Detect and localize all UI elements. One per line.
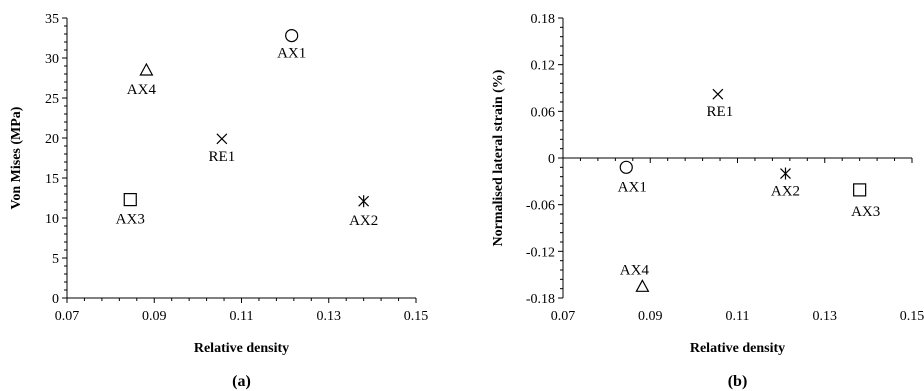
point-ax3: AX3	[116, 193, 145, 228]
panel-a-x-tick-label: 0.07	[55, 309, 80, 324]
panel-a-y-tick-label: 15	[45, 172, 59, 187]
panel-a-y-tick-label: 20	[45, 132, 59, 147]
panel-b-x-tick-label: 0.11	[726, 309, 750, 324]
panel-a-x-tick-label: 0.09	[142, 309, 167, 324]
panel-b-x-tick-label: 0.13	[813, 309, 838, 324]
point-ax3: AX3	[851, 183, 880, 220]
panel-b-x-axis-title: Relative density	[690, 341, 785, 356]
panel-b-x-tick-label: 0.09	[638, 309, 663, 324]
panel-b-y-tick-label: -0.06	[526, 199, 555, 214]
point-re1: RE1	[707, 88, 734, 120]
point-ax1-circle-marker	[619, 160, 633, 174]
panel-a-x-tick-label: 0.11	[230, 309, 254, 324]
point-ax3-square-marker	[123, 193, 137, 207]
point-ax3-label: AX3	[116, 212, 145, 228]
point-ax4-triangle-marker	[635, 279, 650, 292]
panel-a-y-tick-label: 10	[45, 212, 59, 227]
panel-a-y-tick-label: 25	[45, 92, 59, 107]
panel-b-y-tick-label: -0.12	[526, 245, 555, 260]
point-ax4-triangle-marker	[139, 62, 154, 76]
panel-a-y-tick-label: 35	[45, 12, 59, 27]
point-ax1-label: AX1	[618, 179, 647, 195]
point-ax2: AX2	[349, 195, 378, 229]
panel-b-x-tick-label: 0.07	[551, 309, 576, 324]
chart-panel-b: -0.18 -0.12 -0.06 0 0.06 0.12 0.18 0.07 0.09 0.11…	[491, 12, 924, 390]
point-re1-x-marker	[216, 133, 228, 145]
point-ax4: AX4	[620, 262, 650, 292]
panel-a-x-tick-label: 0.15	[404, 309, 429, 324]
panel-a-x-tick-label: 0.13	[317, 309, 342, 324]
point-ax2-label: AX2	[771, 184, 800, 200]
panel-b-y-tick-label: 0.18	[531, 12, 556, 27]
point-ax4-label: AX4	[620, 262, 650, 278]
point-re1: RE1	[209, 133, 236, 165]
point-ax4-label: AX4	[127, 82, 157, 98]
panel-b-y-tick-label: -0.18	[526, 292, 555, 307]
point-ax1: AX1	[618, 160, 647, 195]
panel-b-y-tick-label: 0.12	[531, 59, 556, 74]
chart-panel-a: 0 5 10 15 20 25 30 35 0.07 0.09 0.11 0.13 0.15 Relati…	[9, 12, 428, 390]
panel-b-y-tick-label: 0	[548, 152, 555, 167]
point-ax1-label: AX1	[277, 46, 306, 62]
panel-b-y-axis-title: Normalised lateral strain (%)	[491, 69, 506, 246]
panel-a-y-tick-label: 30	[45, 52, 59, 67]
point-ax1-circle-marker	[285, 28, 299, 43]
panel-a-y-axis-title: Von Mises (MPa)	[9, 106, 24, 209]
point-ax3-square-marker	[853, 183, 867, 197]
point-re1-x-marker	[712, 88, 724, 100]
point-re1-label: RE1	[707, 104, 734, 120]
panel-a-label: (a)	[232, 373, 251, 390]
point-ax2-label: AX2	[349, 213, 378, 229]
point-ax1: AX1	[277, 28, 306, 62]
panel-b-label: (b)	[728, 373, 748, 390]
point-re1-label: RE1	[209, 149, 236, 165]
point-ax3-label: AX3	[851, 204, 880, 220]
point-ax4: AX4	[127, 62, 157, 98]
panel-a-y-tick-label: 5	[52, 252, 59, 267]
panel-a-x-axis-title: Relative density	[194, 341, 289, 356]
panel-a-y-tick-label: 0	[52, 292, 59, 307]
panel-b-x-tick-label: 0.15	[900, 309, 924, 324]
point-ax2: AX2	[771, 167, 800, 200]
panel-b-y-tick-label: 0.06	[531, 105, 556, 120]
